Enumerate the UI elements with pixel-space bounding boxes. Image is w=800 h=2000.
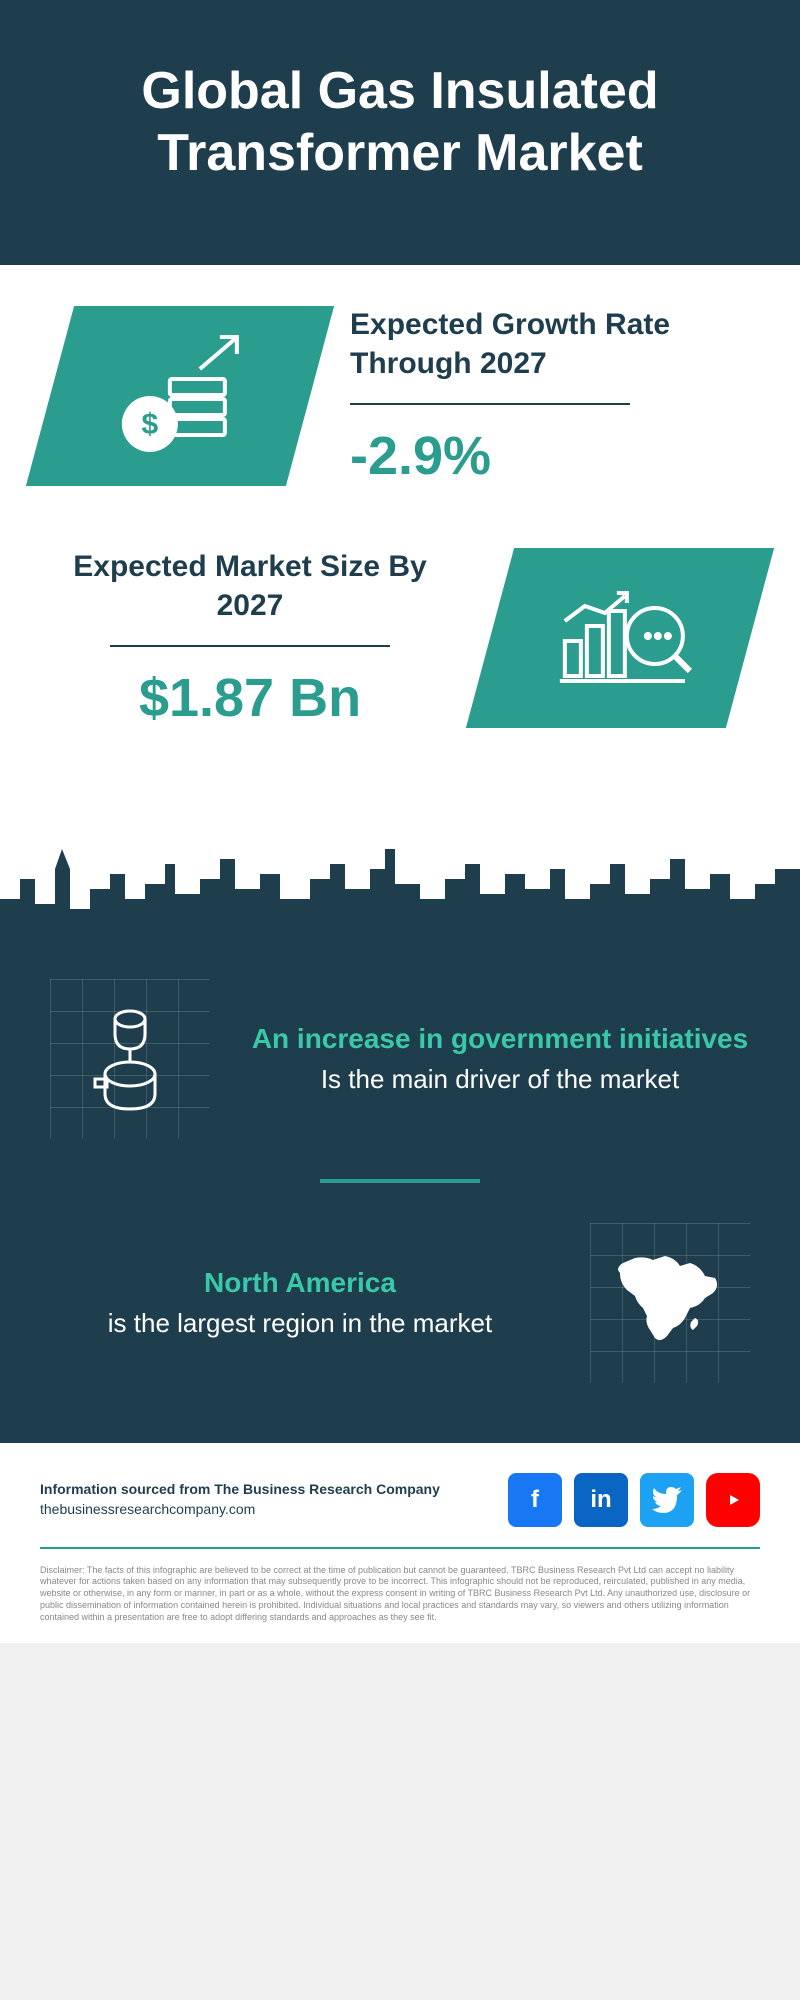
youtube-icon[interactable] <box>706 1473 760 1527</box>
source-line: Information sourced from The Business Re… <box>40 1480 440 1500</box>
driver-sub: Is the main driver of the market <box>250 1063 750 1097</box>
disclaimer-text: Disclaimer: The facts of this infographi… <box>40 1565 760 1623</box>
stat-market-size: Expected Market Size By 2027 $1.87 Bn <box>50 547 750 729</box>
stat-text-block: Expected Market Size By 2027 $1.87 Bn <box>50 547 450 729</box>
region-row: North America is the largest region in t… <box>50 1223 750 1383</box>
transformer-icon <box>50 979 210 1139</box>
driver-highlight: An increase in government initiatives <box>250 1021 750 1057</box>
header: Global Gas Insulated Transformer Market <box>0 0 800 265</box>
growth-label: Expected Growth Rate Through 2027 <box>350 305 750 383</box>
section-divider <box>320 1179 480 1183</box>
skyline-graphic <box>0 829 800 949</box>
twitter-icon[interactable] <box>640 1473 694 1527</box>
region-highlight: North America <box>50 1265 550 1301</box>
market-icon-panel <box>466 548 774 728</box>
dark-section: An increase in government initiatives Is… <box>0 829 800 1443</box>
page-title: Global Gas Insulated Transformer Market <box>40 60 760 185</box>
region-icon-grid <box>590 1223 750 1383</box>
driver-text: An increase in government initiatives Is… <box>250 1021 750 1097</box>
north-america-map-icon <box>590 1223 750 1383</box>
driver-icon-grid <box>50 979 210 1139</box>
stat-text-block: Expected Growth Rate Through 2027 -2.9% <box>350 305 750 487</box>
svg-text:$: $ <box>142 407 159 440</box>
facebook-icon[interactable]: f <box>508 1473 562 1527</box>
driver-row: An increase in government initiatives Is… <box>50 979 750 1139</box>
stat-growth-rate: $ Expected Growth Rate Through 2027 -2.9… <box>50 305 750 487</box>
source-url: thebusinessresearchcompany.com <box>40 1500 440 1520</box>
growth-value: -2.9% <box>350 425 750 487</box>
market-analysis-icon <box>545 570 695 705</box>
region-sub: is the largest region in the market <box>50 1307 550 1341</box>
marketsize-label: Expected Market Size By 2027 <box>50 547 450 625</box>
divider <box>110 645 390 647</box>
linkedin-icon[interactable]: in <box>574 1473 628 1527</box>
footer-source: Information sourced from The Business Re… <box>40 1480 440 1519</box>
divider <box>350 403 630 405</box>
infographic-container: Global Gas Insulated Transformer Market <box>0 0 800 1643</box>
marketsize-value: $1.87 Bn <box>50 667 450 729</box>
social-icons: f in <box>508 1473 760 1527</box>
growth-icon-panel: $ <box>26 306 334 486</box>
region-text: North America is the largest region in t… <box>50 1265 550 1341</box>
stats-section: $ Expected Growth Rate Through 2027 -2.9… <box>0 265 800 829</box>
money-growth-icon: $ <box>110 328 250 463</box>
footer: Information sourced from The Business Re… <box>0 1443 800 1643</box>
